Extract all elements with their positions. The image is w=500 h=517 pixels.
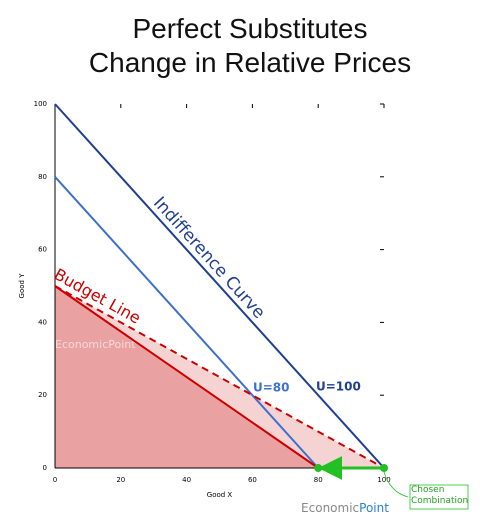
chart-title: Perfect Substitutes Change in Relative P… [88, 13, 412, 78]
annotation: Indifference Curve [149, 193, 269, 323]
y-tick-label: 40 [38, 318, 47, 326]
brand-part: Economic [301, 501, 359, 515]
line [54, 285, 319, 469]
point [380, 464, 388, 472]
watermark: EconomicPoint [55, 338, 136, 351]
line [54, 103, 385, 469]
dashed-line [54, 285, 385, 469]
y-tick-label: 0 [43, 464, 47, 472]
callout-text: Chosen Combination [411, 485, 468, 506]
watermark: EconomicPoint [105, 226, 186, 239]
y-tick-label: 20 [38, 391, 47, 399]
x-tick-label: 20 [116, 476, 125, 484]
y-tick-label: 100 [34, 100, 47, 108]
brand: EconomicPoint [301, 501, 389, 515]
watermark: EconomicPoint [175, 280, 256, 293]
line [54, 176, 319, 469]
y-tick-label: 80 [38, 173, 47, 181]
brand-part: Point [359, 501, 389, 515]
series-label: U=100 [316, 380, 361, 394]
x-tick-label: 60 [248, 476, 257, 484]
x-axis-label: Good X [207, 491, 233, 499]
callout: Chosen Combination [411, 485, 468, 506]
x-tick-label: 100 [377, 476, 390, 484]
callout-line [383, 471, 409, 498]
callout-box [409, 484, 469, 510]
y-tick-label: 60 [38, 246, 47, 254]
x-tick-label: 40 [182, 476, 191, 484]
point [314, 464, 323, 472]
series-label: U=80 [253, 381, 290, 395]
x-tick-label: 0 [53, 476, 57, 484]
y-axis-label: Good Y [18, 273, 26, 299]
x-tick-label: 80 [314, 476, 323, 484]
